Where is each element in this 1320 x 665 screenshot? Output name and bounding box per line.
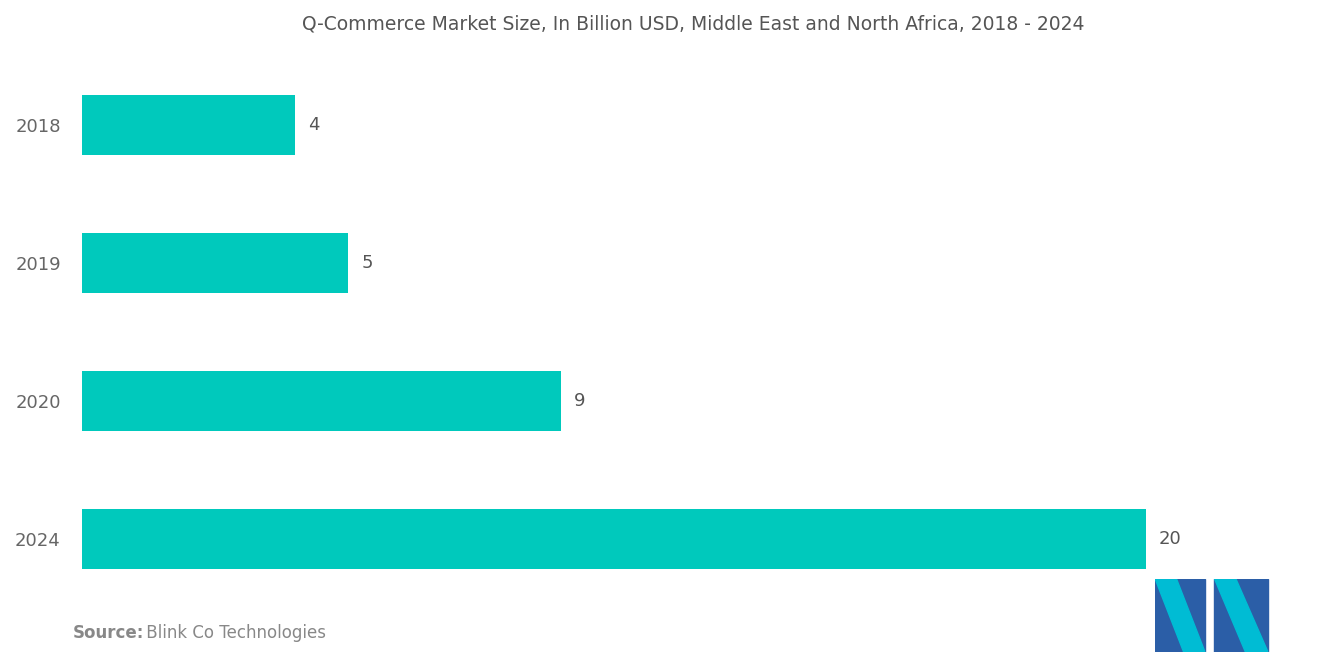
Text: Source:: Source: bbox=[73, 624, 144, 642]
Text: 5: 5 bbox=[362, 254, 372, 272]
Polygon shape bbox=[1155, 579, 1205, 652]
Title: Q-Commerce Market Size, In Billion USD, Middle East and North Africa, 2018 - 202: Q-Commerce Market Size, In Billion USD, … bbox=[302, 15, 1085, 34]
Text: 4: 4 bbox=[308, 116, 319, 134]
Bar bbox=[82, 509, 1146, 569]
Text: 9: 9 bbox=[574, 392, 586, 410]
Text: Blink Co Technologies: Blink Co Technologies bbox=[141, 624, 326, 642]
Polygon shape bbox=[1214, 579, 1267, 652]
Text: 20: 20 bbox=[1159, 530, 1181, 548]
Bar bbox=[82, 233, 348, 293]
Bar bbox=[82, 371, 561, 431]
Polygon shape bbox=[1155, 579, 1205, 652]
Bar bbox=[82, 95, 294, 155]
Polygon shape bbox=[1214, 579, 1267, 652]
